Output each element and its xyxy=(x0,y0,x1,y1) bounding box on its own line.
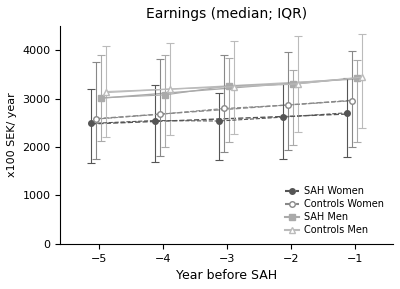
Y-axis label: x100 SEK/ year: x100 SEK/ year xyxy=(7,93,17,177)
Legend: SAH Women, Controls Women, SAH Men, Controls Men: SAH Women, Controls Women, SAH Men, Cont… xyxy=(281,182,388,239)
Title: Earnings (median; IQR): Earnings (median; IQR) xyxy=(146,7,307,21)
X-axis label: Year before SAH: Year before SAH xyxy=(176,269,277,282)
